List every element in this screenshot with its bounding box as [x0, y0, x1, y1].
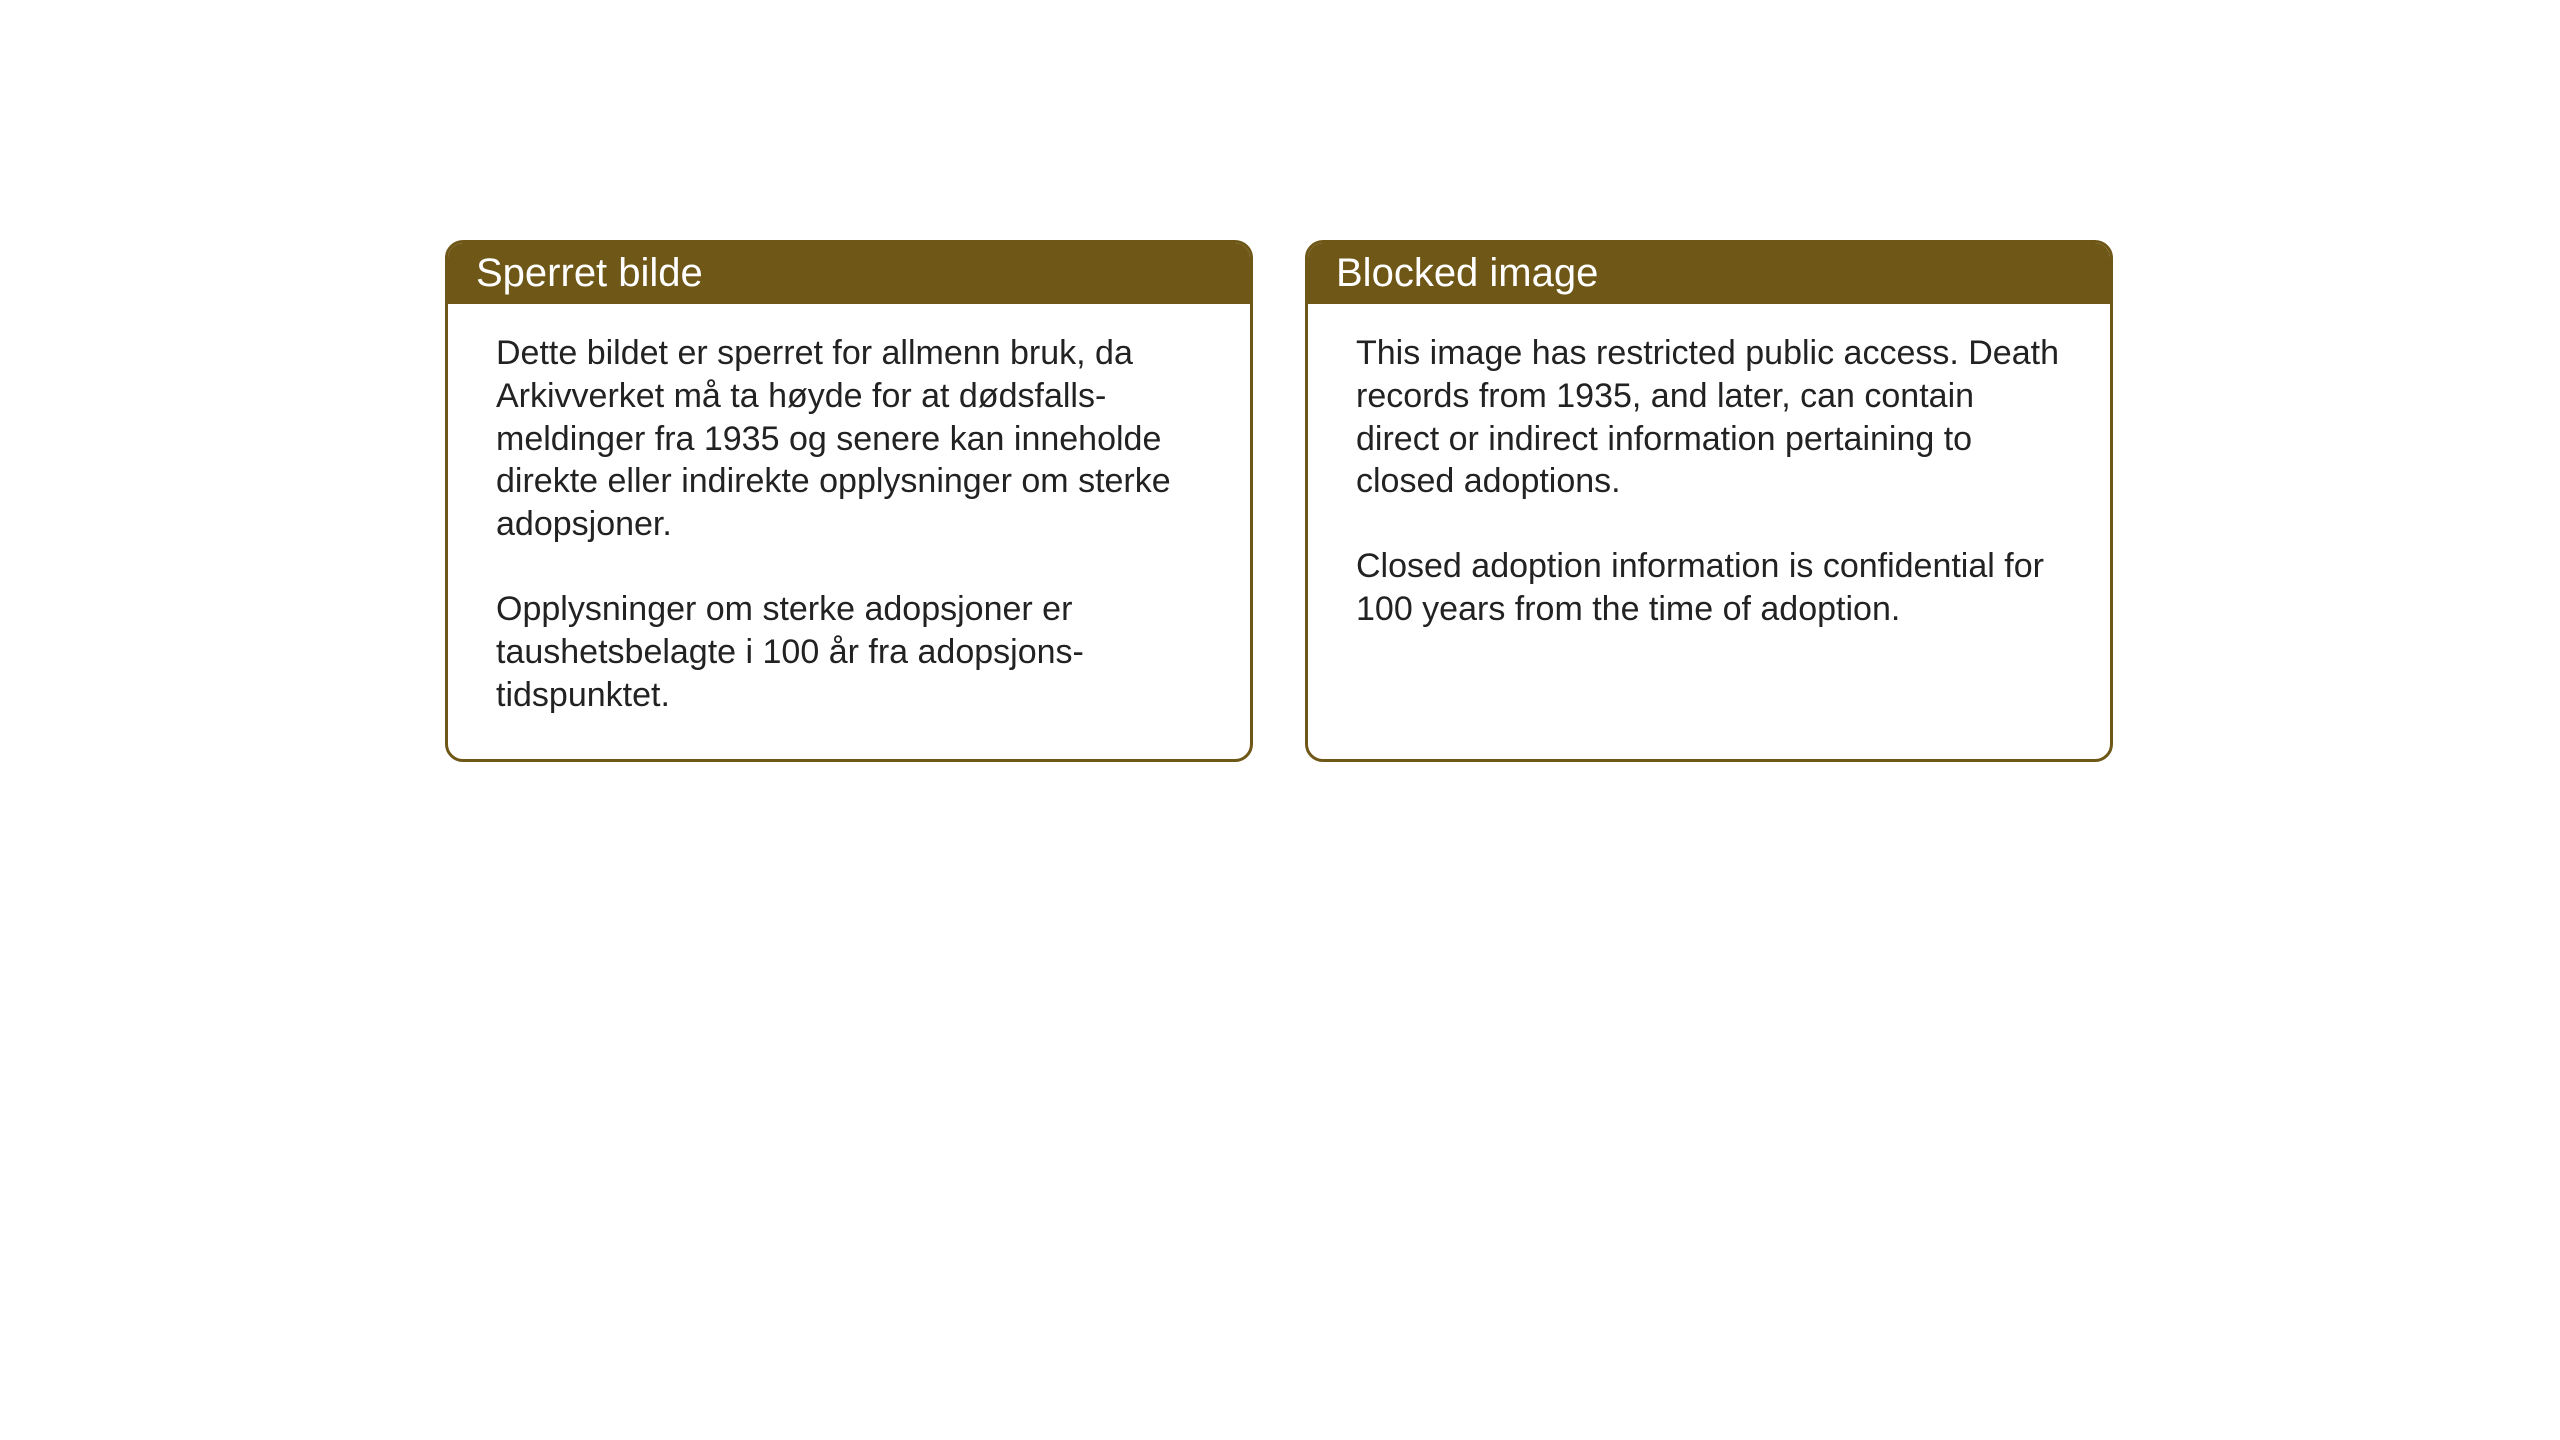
- english-paragraph-1: This image has restricted public access.…: [1356, 332, 2062, 503]
- norwegian-card-title: Sperret bilde: [448, 243, 1250, 304]
- english-card-title: Blocked image: [1308, 243, 2110, 304]
- norwegian-paragraph-1: Dette bildet er sperret for allmenn bruk…: [496, 332, 1202, 546]
- english-notice-card: Blocked image This image has restricted …: [1305, 240, 2113, 762]
- norwegian-notice-card: Sperret bilde Dette bildet er sperret fo…: [445, 240, 1253, 762]
- english-paragraph-2: Closed adoption information is confident…: [1356, 545, 2062, 631]
- notice-container: Sperret bilde Dette bildet er sperret fo…: [445, 240, 2113, 762]
- english-card-body: This image has restricted public access.…: [1308, 304, 2110, 734]
- norwegian-paragraph-2: Opplysninger om sterke adopsjoner er tau…: [496, 588, 1202, 716]
- norwegian-card-body: Dette bildet er sperret for allmenn bruk…: [448, 304, 1250, 759]
